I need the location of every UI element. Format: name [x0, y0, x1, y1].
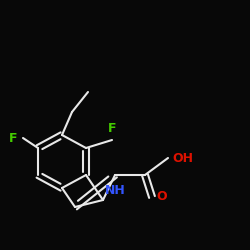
Text: F: F [108, 122, 116, 135]
Text: NH: NH [105, 184, 126, 197]
Text: O: O [156, 190, 166, 203]
Text: OH: OH [172, 152, 193, 164]
Text: F: F [8, 132, 17, 144]
